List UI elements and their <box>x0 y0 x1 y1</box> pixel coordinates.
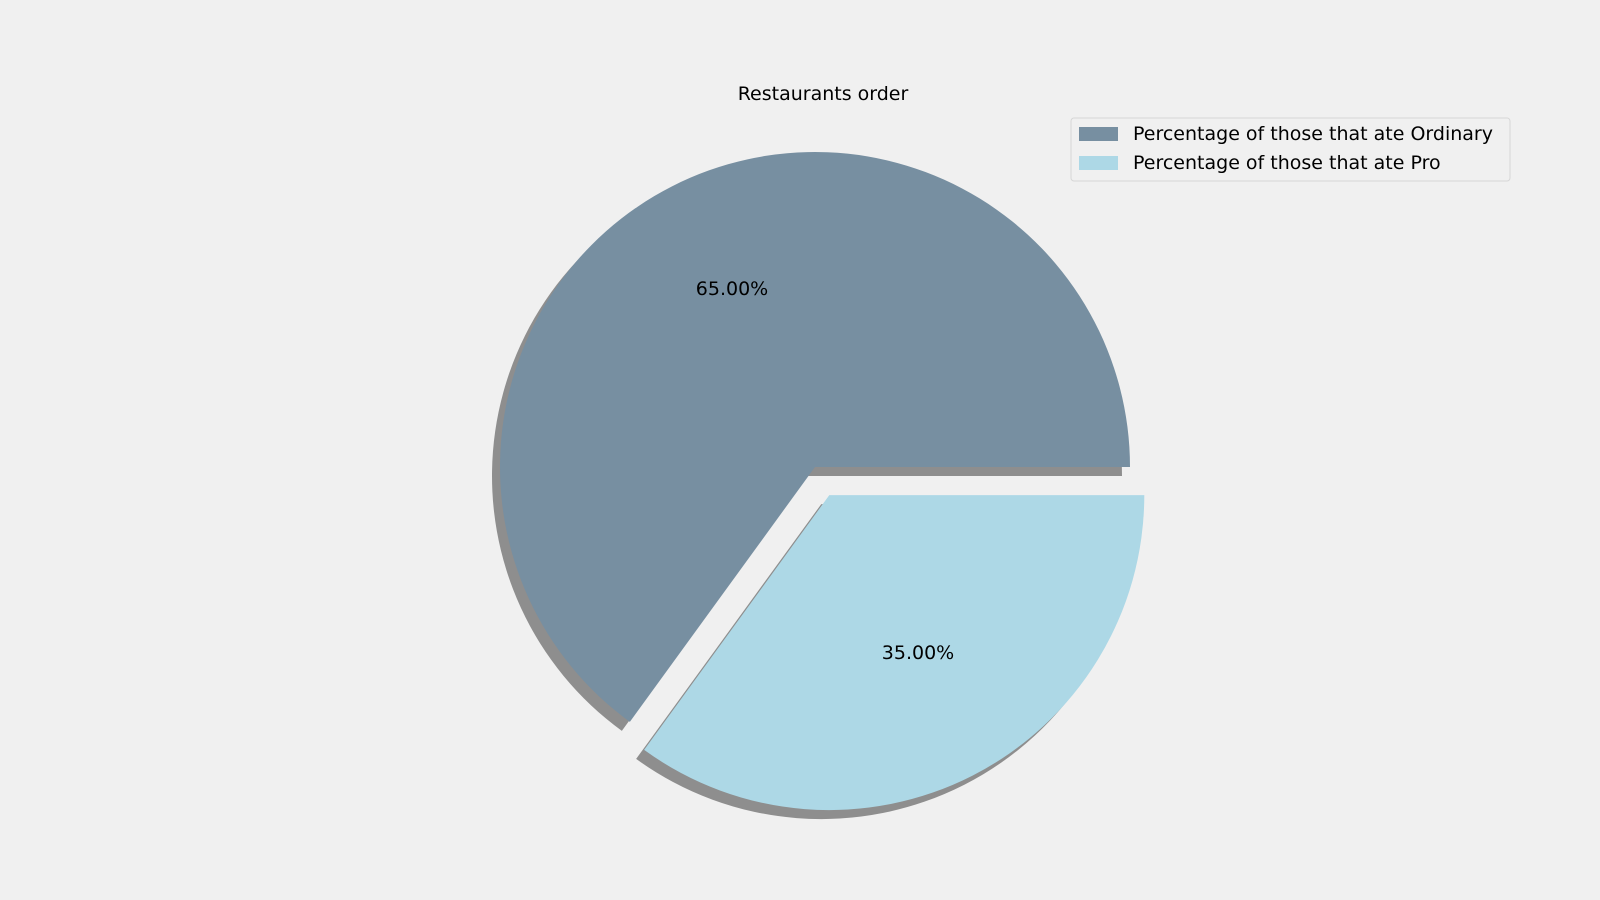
slice-label-ordinary: 65.00% <box>696 278 768 300</box>
legend-label-ordinary: Percentage of those that ate Ordinary <box>1133 123 1493 145</box>
pie-slice-pro <box>644 495 1145 811</box>
pie-slice-ordinary <box>500 152 1131 722</box>
legend: Percentage of those that ate Ordinary Pe… <box>1070 117 1511 182</box>
legend-swatch-pro <box>1079 156 1118 170</box>
chart-title: Restaurants order <box>738 83 909 105</box>
pie-labels: 65.00% 35.00% <box>696 278 954 664</box>
legend-frame <box>1070 117 1511 182</box>
legend-swatch-ordinary <box>1079 127 1118 141</box>
slice-label-pro: 35.00% <box>882 642 954 664</box>
legend-label-pro: Percentage of those that ate Pro <box>1133 152 1441 174</box>
pie-slices <box>500 152 1145 811</box>
